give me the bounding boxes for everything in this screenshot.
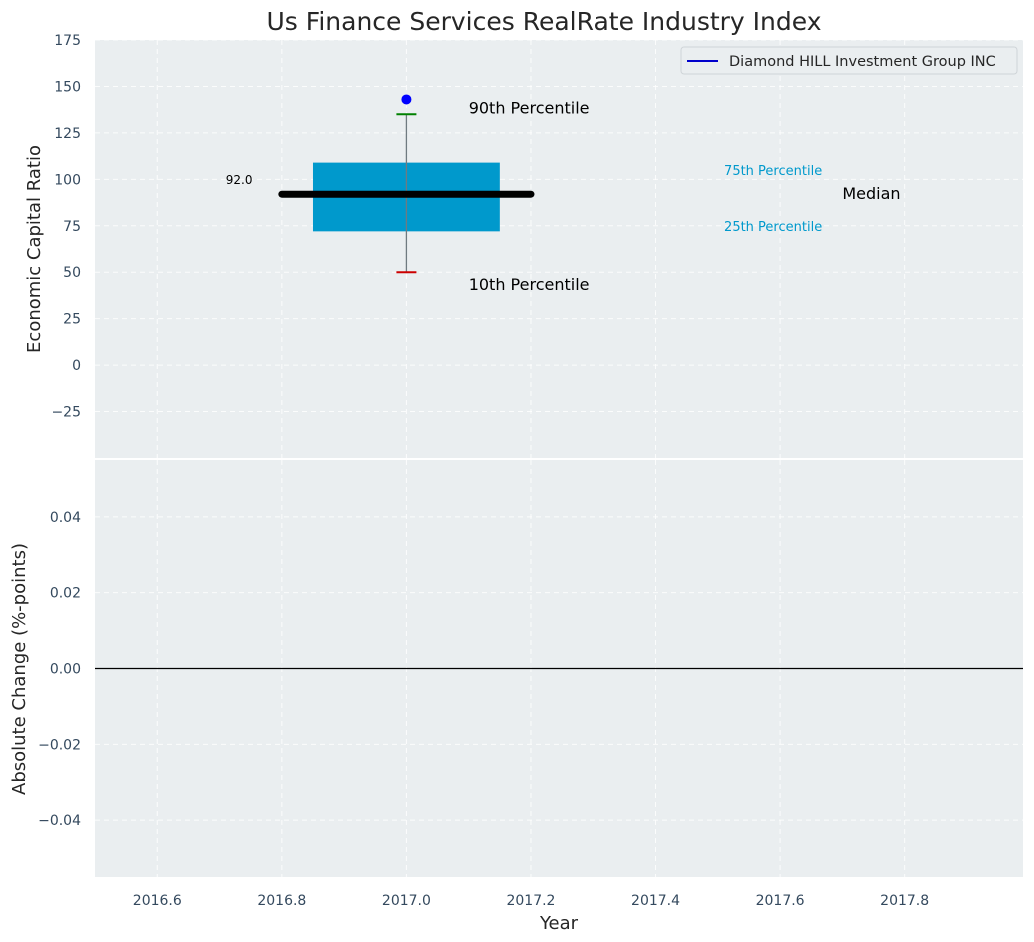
- x-axis-label: Year: [539, 913, 579, 934]
- x-tick-labels: 2016.6 2016.8 2017.0 2017.2 2017.4 2017.6 2017…: [133, 893, 929, 909]
- annotation-25th-percentile: 25th Percentile: [724, 220, 822, 235]
- bottom-y-tick-label: 0.00: [50, 662, 81, 678]
- top-y-axis-label: Economic Capital Ratio: [24, 145, 45, 353]
- top-plot-area: [95, 40, 1023, 458]
- bottom-y-tick-labels: −0.04 −0.02 0.00 0.02 0.04: [38, 510, 81, 829]
- top-y-tick-label: 25: [63, 312, 81, 328]
- top-y-tick-label: −25: [51, 405, 81, 421]
- annotation-75th-percentile: 75th Percentile: [724, 164, 822, 179]
- box-plot: 92.0: [226, 94, 535, 274]
- top-chart: Us Finance Services RealRate Industry In…: [24, 7, 1023, 458]
- top-y-tick-label: 50: [63, 265, 81, 281]
- bottom-y-tick-label: −0.02: [38, 737, 81, 753]
- x-tick-label: 2016.6: [133, 893, 182, 909]
- top-y-tick-label: 0: [72, 358, 81, 374]
- bottom-chart: −0.04 −0.02 0.00 0.02 0.04 2016.6 2016.8 2017.…: [9, 460, 1023, 934]
- x-tick-label: 2017.4: [631, 893, 680, 909]
- top-y-tick-label: 150: [54, 79, 81, 95]
- chart-title: Us Finance Services RealRate Industry In…: [267, 7, 822, 36]
- legend-box: [680, 46, 1018, 75]
- bottom-y-axis-label: Absolute Change (%-points): [9, 543, 30, 795]
- annotation-median: Median: [842, 184, 900, 203]
- top-y-tick-label: 125: [54, 126, 81, 142]
- top-y-tick-label: 175: [54, 33, 81, 49]
- legend: Diamond HILL Investment Group INC: [680, 46, 1018, 75]
- x-tick-label: 2017.6: [756, 893, 805, 909]
- x-tick-label: 2017.0: [382, 893, 431, 909]
- x-tick-label: 2017.8: [880, 893, 929, 909]
- top-y-tick-label: 100: [54, 172, 81, 188]
- annotation-90th-percentile: 90th Percentile: [469, 99, 590, 118]
- bottom-y-tick-label: −0.04: [38, 813, 81, 829]
- percentile-annotations: 90th Percentile 10th Percentile 75th Perce…: [469, 99, 901, 294]
- company-data-point: [401, 94, 412, 105]
- x-tick-label: 2017.2: [506, 893, 555, 909]
- legend-label: Diamond HILL Investment Group INC: [729, 54, 996, 70]
- bottom-y-tick-label: 0.04: [50, 510, 81, 526]
- top-y-tick-labels: −25 0 25 50 75 100 125 150 175: [51, 33, 81, 421]
- top-y-tick-label: 75: [63, 219, 81, 235]
- x-tick-label: 2016.8: [257, 893, 306, 909]
- bottom-y-tick-label: 0.02: [50, 586, 81, 602]
- median-value-label: 92.0: [226, 173, 253, 187]
- annotation-10th-percentile: 10th Percentile: [469, 275, 590, 294]
